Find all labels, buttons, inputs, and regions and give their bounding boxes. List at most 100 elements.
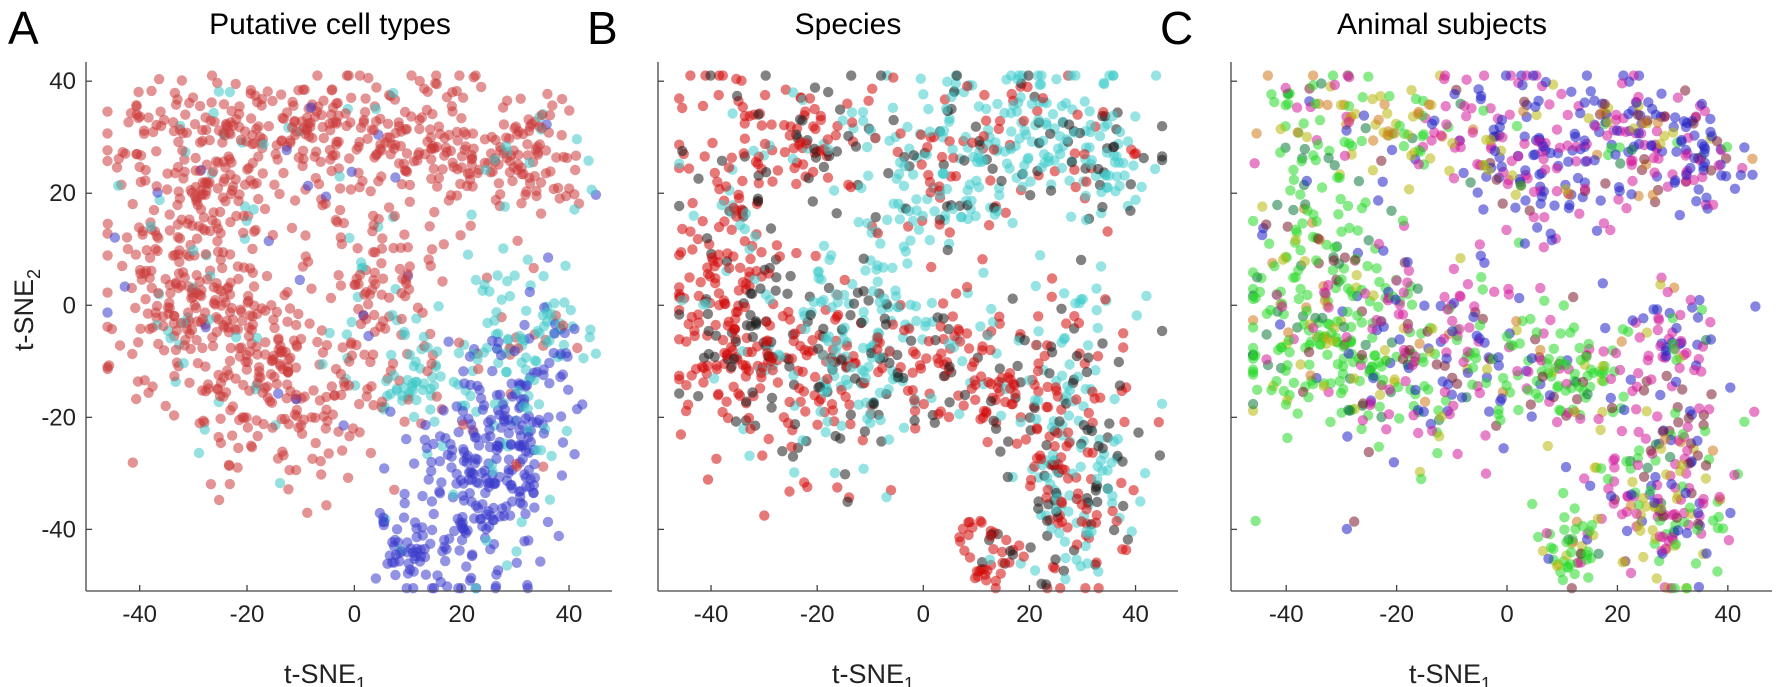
scatter-point — [944, 116, 955, 128]
scatter-point — [380, 323, 391, 334]
scatter-point — [822, 416, 833, 427]
scatter-points-b — [674, 70, 1168, 594]
scatter-point — [1693, 581, 1705, 593]
scatter-point — [893, 198, 904, 209]
scatter-point — [1056, 496, 1067, 507]
scatter-point — [1626, 489, 1637, 500]
scatter-point — [548, 347, 559, 359]
scatter-point — [284, 303, 296, 314]
scatter-point — [442, 581, 453, 592]
scatter-point — [448, 489, 459, 500]
scatter-point — [1480, 468, 1492, 479]
scatter-point — [980, 115, 992, 126]
scatter-point — [425, 124, 436, 135]
scatter-point — [797, 366, 808, 377]
scatter-point — [1413, 427, 1424, 439]
scatter-point — [252, 430, 263, 442]
scatter-point — [1568, 291, 1579, 303]
scatter-point — [1680, 487, 1691, 499]
scatter-point — [982, 436, 993, 448]
scatter-point — [1033, 503, 1044, 514]
scatter-point — [1551, 186, 1563, 197]
scatter-point — [337, 445, 348, 456]
scatter-point — [728, 202, 739, 213]
scatter-point — [985, 396, 997, 407]
scatter-point — [1747, 169, 1758, 180]
scatter-point — [756, 120, 767, 131]
scatter-point — [1667, 127, 1679, 138]
scatter-point — [677, 145, 688, 157]
scatter-point — [763, 268, 774, 279]
scatter-point — [1681, 528, 1693, 539]
scatter-point — [213, 494, 225, 506]
scatter-point — [570, 150, 582, 161]
scatter-point — [1250, 292, 1261, 304]
scatter-point — [1094, 130, 1106, 142]
scatter-point — [1041, 119, 1052, 131]
scatter-point — [837, 115, 848, 126]
scatter-point — [1056, 100, 1068, 112]
scatter-point — [777, 446, 788, 457]
scatter-point — [751, 265, 762, 277]
scatter-point — [1692, 312, 1704, 323]
scatter-point — [842, 496, 853, 507]
scatter-point — [402, 374, 413, 386]
scatter-point — [390, 569, 401, 581]
scatter-point — [1125, 205, 1136, 216]
scatter-point — [1109, 157, 1121, 168]
scatter-point — [297, 261, 309, 272]
scatter-point — [1670, 539, 1682, 550]
scatter-point — [1565, 559, 1577, 570]
scatter-point — [325, 292, 337, 304]
scatter-point — [1128, 160, 1139, 171]
scatter-point — [117, 260, 128, 272]
scatter-point — [763, 433, 774, 445]
scatter-point — [1329, 79, 1341, 91]
scatter-point — [810, 152, 822, 163]
scatter-point — [785, 270, 796, 282]
scatter-point — [716, 199, 727, 211]
scatter-point — [233, 195, 244, 207]
scatter-point — [233, 273, 244, 285]
scatter-point — [1562, 140, 1573, 151]
scatter-point — [1356, 317, 1368, 328]
scatter-point — [1625, 374, 1637, 385]
scatter-point — [1651, 126, 1663, 137]
scatter-point — [288, 100, 299, 112]
scatter-point — [213, 125, 225, 136]
scatter-point — [1060, 552, 1071, 564]
scatter-point — [1579, 473, 1590, 484]
scatter-point — [1423, 384, 1434, 395]
scatter-point — [940, 103, 952, 114]
scatter-point — [339, 381, 350, 392]
scatter-point — [210, 294, 221, 306]
scatter-point — [1327, 265, 1339, 276]
scatter-point — [1417, 131, 1428, 142]
scatter-point — [330, 149, 341, 161]
scatter-point — [207, 332, 218, 343]
scatter-point — [102, 155, 113, 167]
scatter-point — [684, 272, 695, 283]
scatter-point — [509, 345, 520, 357]
scatter-point — [1706, 389, 1717, 400]
scatter-point — [1299, 256, 1311, 267]
scatter-point — [151, 146, 162, 157]
scatter-point — [902, 121, 913, 133]
scatter-point — [764, 294, 776, 305]
scatter-point — [1561, 536, 1572, 548]
scatter-point — [465, 419, 477, 430]
scatter-point — [1543, 353, 1555, 365]
scatter-point — [1503, 289, 1515, 300]
scatter-point — [131, 393, 142, 405]
scatter-point — [1342, 283, 1354, 294]
scatter-point — [1051, 74, 1062, 85]
scatter-point — [862, 218, 873, 229]
scatter-point — [290, 464, 302, 476]
scatter-point — [1091, 557, 1102, 568]
scatter-point — [501, 366, 512, 378]
scatter-point — [685, 226, 696, 237]
scatter-point — [1676, 136, 1687, 147]
scatter-point — [1288, 174, 1300, 185]
scatter-point — [1560, 385, 1571, 396]
scatter-point — [1582, 546, 1594, 557]
